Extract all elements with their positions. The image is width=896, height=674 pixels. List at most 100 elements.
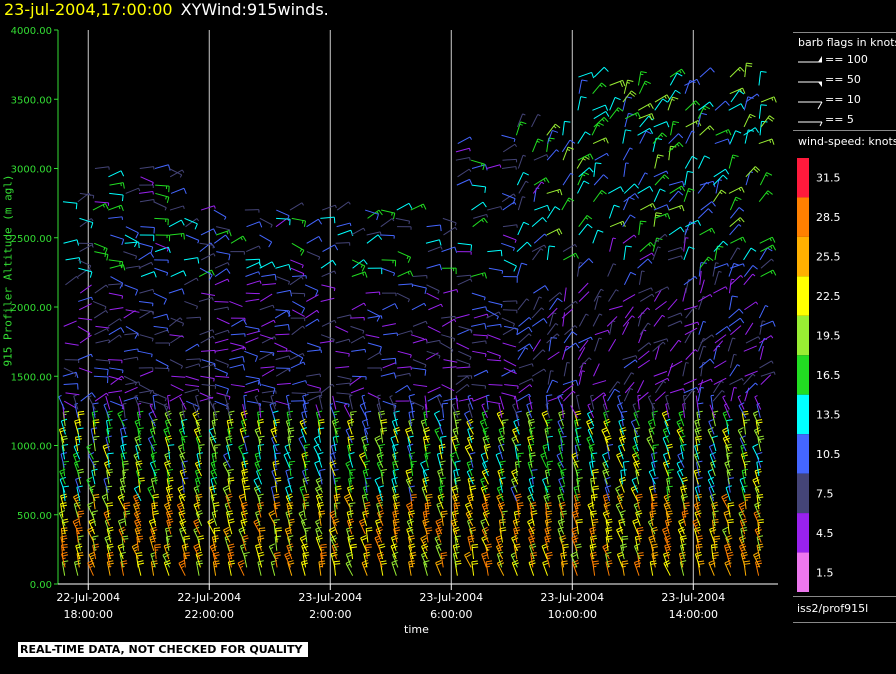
barb-shaft (464, 446, 473, 460)
barb-tick (581, 79, 588, 82)
barb-tick (393, 495, 400, 499)
wind-barb (451, 485, 459, 502)
barb-tick (346, 499, 350, 502)
barb-tick (305, 380, 307, 384)
barb-tick (542, 349, 546, 353)
wind-barb (125, 265, 141, 270)
barb-tick (121, 239, 125, 246)
barb-tick (195, 524, 199, 527)
barb-tick (484, 272, 487, 279)
wind-barb (108, 292, 124, 299)
barb-shaft (380, 218, 393, 228)
wind-barb (350, 316, 365, 321)
wind-barb (412, 275, 428, 279)
barb-tick (471, 543, 478, 546)
barb-tick (566, 345, 570, 348)
barb-tick (406, 385, 411, 391)
barb-tick (545, 177, 550, 184)
barb-shaft (163, 545, 170, 560)
wind-barb (502, 201, 517, 211)
barb-tick (513, 396, 516, 400)
barb-tick (378, 209, 383, 216)
wind-barb (564, 300, 578, 311)
wind-barb (154, 259, 169, 264)
barb-shaft (245, 337, 259, 344)
barb-tick (365, 546, 372, 549)
wind-barb (618, 476, 627, 493)
barb-tick (93, 435, 100, 438)
wind-barb (301, 543, 309, 560)
barb-tick (72, 518, 79, 523)
barb-tick (237, 560, 244, 564)
barb-shaft (78, 353, 92, 361)
wind-barb (593, 66, 609, 78)
barb-shaft (212, 404, 217, 418)
wind-barb (124, 284, 139, 296)
wind-barb (306, 373, 321, 378)
wind-barb (305, 318, 320, 327)
wind-barb (292, 309, 305, 317)
barb-shaft (487, 249, 502, 253)
barb-shaft (472, 217, 485, 228)
barb-shaft (397, 330, 412, 336)
barb-shaft (149, 537, 155, 551)
barb-shaft (261, 336, 275, 344)
barb-tick (573, 515, 578, 518)
barb-tick (484, 186, 487, 193)
wind-barb (363, 502, 371, 518)
barb-tick (257, 535, 264, 538)
wind-barb (622, 315, 635, 327)
wind-barb (346, 518, 355, 535)
barb-shaft (301, 454, 307, 468)
barb-tick (527, 518, 534, 523)
barb-tick (346, 551, 353, 555)
barb-tick (376, 529, 383, 533)
barb-tick (257, 551, 264, 555)
barb-tick (194, 504, 201, 508)
barb-shaft (215, 375, 230, 378)
wind-barb (155, 242, 169, 252)
barb-tick (363, 302, 366, 306)
barb-tick (406, 501, 412, 506)
barb-tick (541, 455, 545, 458)
barb-tick (88, 333, 91, 337)
barb-tick (581, 370, 586, 372)
wind-barb (123, 356, 139, 361)
barb-shaft (322, 204, 336, 211)
barb-tick (88, 395, 92, 398)
barb-shaft (61, 520, 66, 535)
barb-tick (192, 410, 199, 415)
wind-barb (504, 384, 519, 390)
wind-barb (181, 435, 188, 452)
barb-tick (256, 545, 263, 549)
barb-shaft (547, 351, 560, 361)
barb-tick (78, 413, 85, 416)
barb-shaft (139, 242, 153, 248)
barb-tick (103, 510, 110, 514)
barb-shaft (210, 478, 216, 493)
wind-barb (125, 226, 139, 239)
barb-shaft (336, 314, 351, 319)
barb-tick (275, 529, 282, 532)
wind-barb (154, 217, 169, 226)
wind-barb (333, 560, 341, 576)
barb-tick (599, 84, 603, 88)
wind-barb (133, 485, 142, 502)
barb-shaft (78, 317, 93, 321)
barb-tick (316, 410, 323, 414)
wind-barb (237, 560, 245, 576)
wind-barb (456, 342, 470, 350)
barb-tick (105, 284, 109, 288)
barb-shaft (125, 187, 139, 194)
barb-tick (255, 543, 262, 547)
barb-tick (107, 504, 114, 507)
barb-shaft (91, 412, 96, 427)
barb-tick (500, 206, 503, 210)
wind-barb (593, 288, 604, 302)
barb-tick (334, 477, 341, 480)
barb-tick (560, 513, 567, 515)
barb-tick (166, 248, 169, 252)
wind-barb (302, 502, 310, 518)
barb-tick (622, 80, 626, 87)
wind-barb (186, 316, 202, 321)
